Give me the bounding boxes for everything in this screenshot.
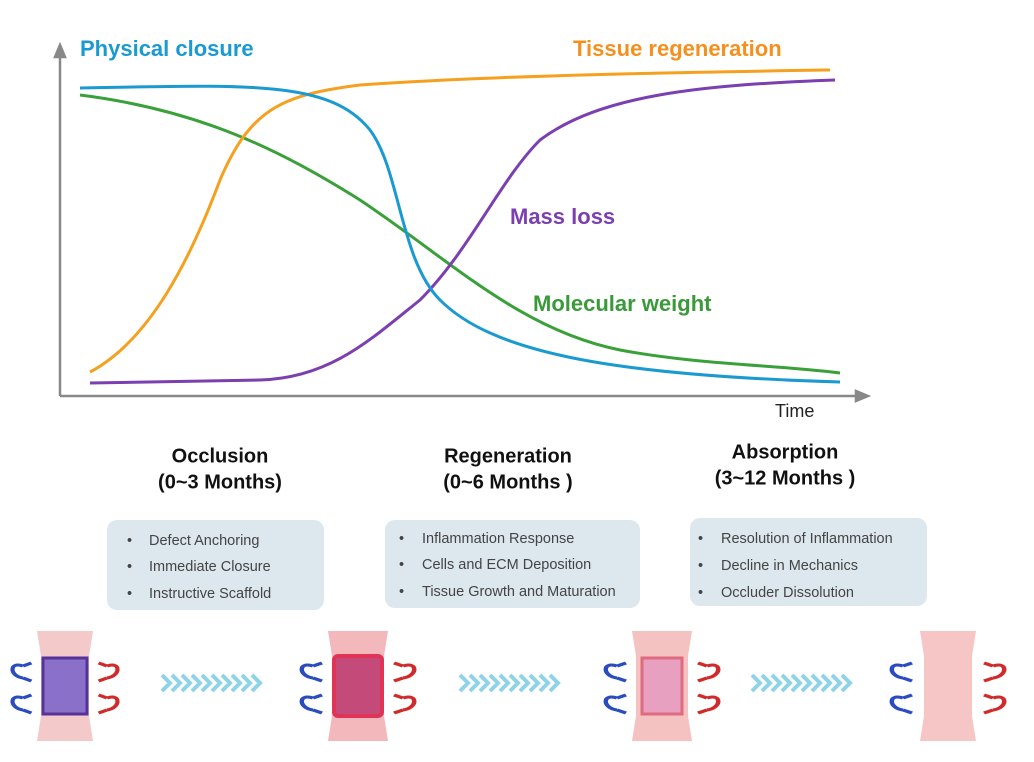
stage-box: • Inflammation Response • Cells and ECM De… [385,520,640,608]
svg-text:•: • [399,584,404,600]
svg-text:•: • [127,586,132,602]
axes [53,41,872,403]
molecular-weight-curve [79,93,841,375]
stage-title: Occlusion [172,445,269,467]
stage-item: Occluder Dissolution [721,585,854,601]
svg-text:•: • [698,558,703,574]
stage-item: Immediate Closure [149,559,271,575]
curve-label: Physical closure [80,36,254,61]
stage-title: Absorption [732,441,839,463]
curve-label: Molecular weight [533,291,712,316]
svg-text:•: • [399,531,404,547]
stage-item: Defect Anchoring [149,533,259,549]
stage-item: Decline in Mechanics [721,558,858,574]
svg-text:•: • [399,557,404,573]
curve-label: Mass loss [510,204,615,229]
stage-item: Inflammation Response [422,531,574,547]
curve-label: Tissue regeneration [573,36,782,61]
stage-item: Resolution of Inflammation [721,531,893,547]
stage-title: Regeneration [444,445,572,467]
svg-text:•: • [698,531,703,547]
stage-item: Instructive Scaffold [149,586,271,602]
stage-item: Tissue Growth and Maturation [422,584,616,600]
svg-text:•: • [698,585,703,601]
stage-box: • Resolution of Inflammation • Decline in … [690,518,927,606]
mass-loss-curve [89,78,836,385]
x-axis-label: Time [775,401,814,421]
stage-item: Cells and ECM Deposition [422,557,591,573]
svg-text:•: • [127,533,132,549]
stage-period: (0~3 Months) [158,471,282,493]
svg-text:•: • [127,559,132,575]
physical-closure-curve [79,84,841,384]
occluder-icons [13,631,1005,741]
tissue-regeneration-curve [89,68,831,374]
stage-period: (3~12 Months ) [715,467,856,489]
stage-box: • Defect Anchoring • Immediate Closure • In… [107,520,324,610]
stage-period: (0~6 Months ) [443,471,572,493]
